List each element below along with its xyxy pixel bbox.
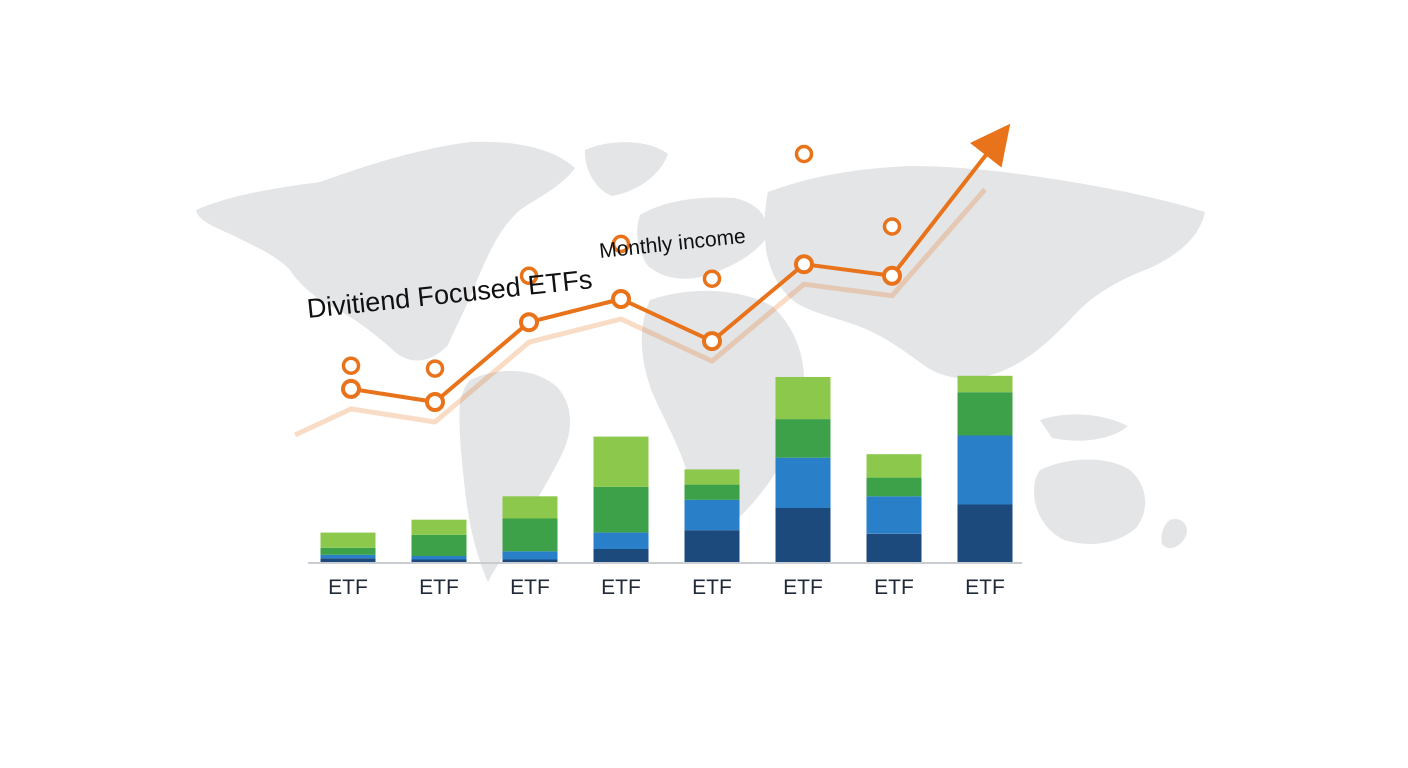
bar-segment-1-2 <box>320 554 376 559</box>
bar-segment-8-2 <box>957 435 1013 505</box>
category-label-8: ETF <box>965 576 1005 599</box>
south-america-shape <box>459 370 571 582</box>
bars-layer <box>320 375 1013 564</box>
bar-segment-6-2 <box>775 457 831 508</box>
bar-segment-2-3 <box>411 534 467 556</box>
trend-point-1 <box>341 378 361 399</box>
bar-segment-3-2 <box>502 551 558 560</box>
trend-point-4 <box>611 289 631 309</box>
bar-segment-3-1 <box>502 559 558 563</box>
category-label-4: ETF <box>601 576 641 599</box>
bar-segment-6-3 <box>775 419 831 458</box>
floating-marker-3 <box>519 266 539 286</box>
bar-segment-7-4 <box>866 454 922 478</box>
category-label-1: ETF <box>328 576 368 599</box>
category-labels-layer: ETF ETF ETF ETF ETF ETF ETF ETF <box>328 576 1005 599</box>
trend-point-5 <box>702 331 722 352</box>
floating-marker-7 <box>882 217 902 236</box>
bar-segment-5-3 <box>684 484 740 500</box>
category-label-7: ETF <box>874 576 914 599</box>
trend-line-shadow <box>293 187 987 438</box>
europe-shape <box>637 197 767 279</box>
bar-segment-4-3 <box>593 486 649 533</box>
bar-segment-2-2 <box>411 556 467 560</box>
trend-point-3 <box>519 312 539 333</box>
asia-shape <box>764 166 1205 379</box>
floating-marker-5 <box>702 269 722 288</box>
world-map-background <box>196 141 1205 582</box>
floating-marker-2 <box>425 359 445 378</box>
floating-marker-6 <box>794 144 814 164</box>
bar-segment-6-1 <box>775 508 831 563</box>
bar-segment-4-4 <box>593 436 649 487</box>
indonesia-shape <box>1040 414 1128 441</box>
bar-segment-1-3 <box>320 547 376 555</box>
bar-segment-8-1 <box>957 504 1013 563</box>
bar-segment-2-4 <box>411 519 467 535</box>
bar-segment-8-4 <box>957 375 1013 393</box>
floating-marker-1 <box>341 356 361 375</box>
bar-segment-4-2 <box>593 532 649 549</box>
australia-shape <box>1034 459 1146 544</box>
trend-point-7 <box>882 265 902 286</box>
category-label-6: ETF <box>783 576 823 599</box>
floating-marker-4 <box>611 234 631 254</box>
bar-segment-1-4 <box>320 532 376 548</box>
trend-point-6 <box>794 254 814 275</box>
bar-segment-5-4 <box>684 469 740 485</box>
category-label-2: ETF <box>419 576 459 599</box>
bar-segment-1-1 <box>320 558 376 563</box>
north-america-shape <box>196 141 575 361</box>
bar-segment-8-3 <box>957 392 1013 436</box>
bar-segment-7-2 <box>866 496 922 534</box>
category-label-5: ETF <box>692 576 732 599</box>
bar-segment-7-1 <box>866 533 922 564</box>
new-zealand-shape <box>1161 518 1187 549</box>
trend-point-2 <box>425 392 445 412</box>
bar-segment-3-3 <box>502 518 558 552</box>
category-label-3: ETF <box>510 576 550 599</box>
bar-segment-3-4 <box>502 496 558 519</box>
bar-segment-7-3 <box>866 477 922 497</box>
bar-segment-5-1 <box>684 530 740 563</box>
bar-segment-5-2 <box>684 499 740 531</box>
trend-line <box>349 123 1011 404</box>
bar-segment-2-1 <box>411 559 467 563</box>
greenland-shape <box>584 142 668 196</box>
bar-segment-6-4 <box>775 377 831 420</box>
bar-segment-4-1 <box>593 549 649 563</box>
trend-line-layer <box>293 123 1011 438</box>
africa-shape <box>641 290 805 534</box>
